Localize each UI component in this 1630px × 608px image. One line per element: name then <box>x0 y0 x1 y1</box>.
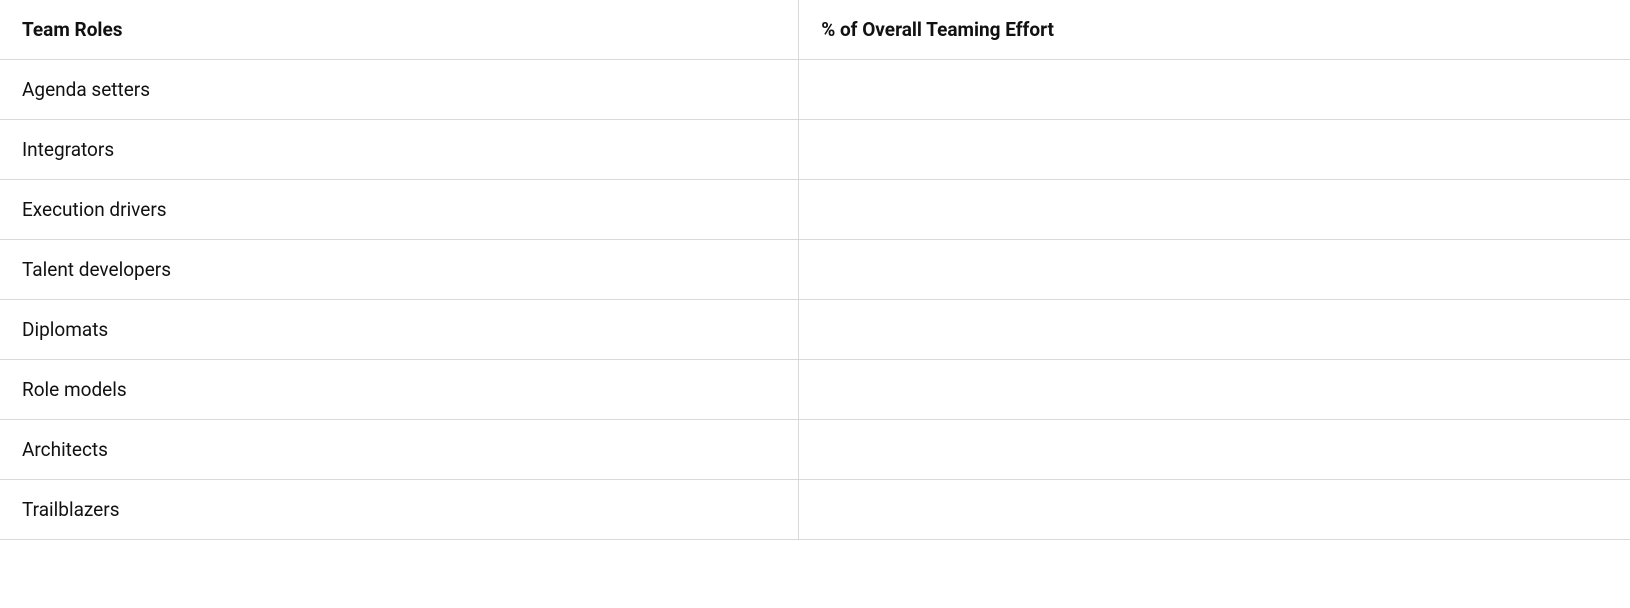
cell-effort <box>799 120 1630 180</box>
col-header-effort: % of Overall Teaming Effort <box>799 0 1630 60</box>
cell-effort <box>799 180 1630 240</box>
cell-role: Execution drivers <box>0 180 799 240</box>
cell-role: Talent developers <box>0 240 799 300</box>
cell-effort <box>799 60 1630 120</box>
col-header-team-roles: Team Roles <box>0 0 799 60</box>
cell-role: Role models <box>0 360 799 420</box>
cell-effort <box>799 240 1630 300</box>
table-row: Agenda setters <box>0 60 1630 120</box>
cell-effort <box>799 480 1630 540</box>
table-row: Talent developers <box>0 240 1630 300</box>
team-roles-table: Team Roles % of Overall Teaming Effort A… <box>0 0 1630 540</box>
table-row: Trailblazers <box>0 480 1630 540</box>
table-row: Architects <box>0 420 1630 480</box>
table-row: Role models <box>0 360 1630 420</box>
cell-effort <box>799 420 1630 480</box>
cell-role: Trailblazers <box>0 480 799 540</box>
table-row: Diplomats <box>0 300 1630 360</box>
cell-role: Integrators <box>0 120 799 180</box>
table-header-row: Team Roles % of Overall Teaming Effort <box>0 0 1630 60</box>
cell-effort <box>799 360 1630 420</box>
cell-effort <box>799 300 1630 360</box>
cell-role: Agenda setters <box>0 60 799 120</box>
cell-role: Architects <box>0 420 799 480</box>
cell-role: Diplomats <box>0 300 799 360</box>
table-row: Execution drivers <box>0 180 1630 240</box>
table-row: Integrators <box>0 120 1630 180</box>
